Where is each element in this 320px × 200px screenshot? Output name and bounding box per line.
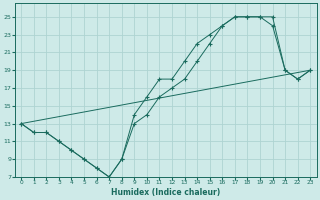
X-axis label: Humidex (Indice chaleur): Humidex (Indice chaleur) — [111, 188, 220, 197]
